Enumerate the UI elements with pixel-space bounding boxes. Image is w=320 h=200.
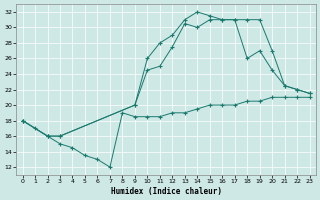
X-axis label: Humidex (Indice chaleur): Humidex (Indice chaleur): [111, 187, 221, 196]
